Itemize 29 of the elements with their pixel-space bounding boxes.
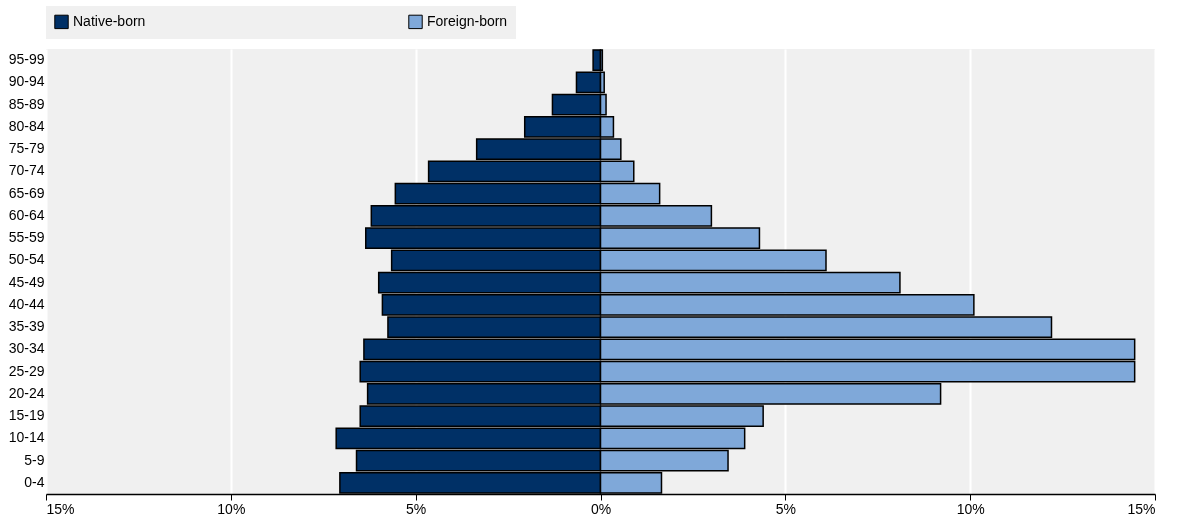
x-tick-label: 15% (1127, 500, 1156, 517)
y-tick-label: 85-89 (8, 95, 45, 112)
y-tick-label: 60-64 (8, 206, 45, 223)
legend-label: Native-born (73, 12, 146, 29)
y-tick-label: 0-4 (24, 473, 45, 490)
x-tick-label: 5% (406, 500, 427, 517)
y-tick-label: 80-84 (8, 117, 45, 134)
y-tick-label: 25-29 (8, 362, 45, 379)
x-tick-label: 10% (217, 500, 246, 517)
y-tick-label: 75-79 (8, 140, 45, 157)
y-tick-label: 45-49 (8, 273, 45, 290)
y-tick-label: 70-74 (8, 162, 45, 179)
y-tick-label: 5-9 (24, 451, 45, 468)
y-tick-label: 15-19 (8, 407, 45, 424)
y-tick-label: 20-24 (8, 384, 45, 401)
y-tick-label: 55-59 (8, 229, 45, 246)
y-tick-label: 40-44 (8, 295, 45, 312)
legend-label: Foreign-born (427, 12, 508, 29)
y-tick-label: 30-34 (8, 340, 45, 357)
y-tick-label: 65-69 (8, 184, 45, 201)
x-tick-label: 5% (775, 500, 796, 517)
x-tick-label: 15% (46, 500, 75, 517)
y-tick-label: 50-54 (8, 251, 45, 268)
y-tick-label: 95-99 (8, 51, 45, 68)
y-tick-label: 35-39 (8, 318, 45, 335)
y-tick-label: 90-94 (8, 73, 45, 90)
x-tick-label: 10% (956, 500, 985, 517)
y-tick-label: 10-14 (8, 429, 45, 446)
x-tick-label: 0% (590, 500, 612, 517)
